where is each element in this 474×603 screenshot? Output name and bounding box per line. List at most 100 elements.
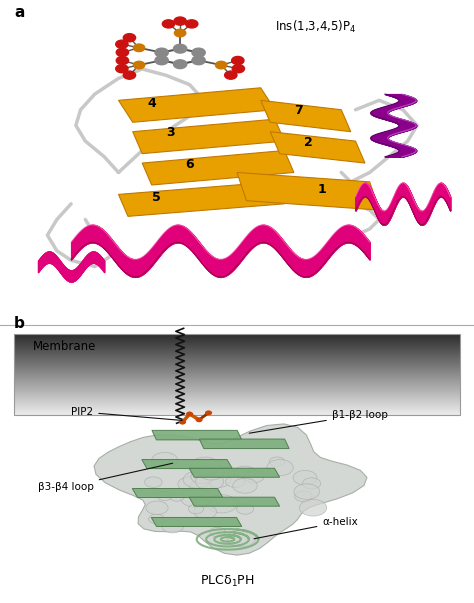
Bar	[14, 399, 460, 400]
Polygon shape	[133, 119, 284, 154]
Bar	[14, 413, 460, 414]
Bar	[14, 384, 460, 385]
Circle shape	[210, 527, 225, 537]
Circle shape	[196, 418, 202, 421]
Bar	[14, 341, 460, 342]
Bar	[14, 376, 460, 377]
Circle shape	[123, 34, 136, 42]
Circle shape	[194, 505, 217, 519]
Circle shape	[302, 478, 321, 489]
Bar	[14, 386, 460, 387]
Bar	[14, 368, 460, 369]
Circle shape	[183, 472, 211, 488]
Bar	[14, 392, 460, 393]
Text: PIP2: PIP2	[71, 407, 182, 420]
Circle shape	[174, 17, 186, 25]
Polygon shape	[94, 424, 367, 555]
Text: 1: 1	[318, 183, 327, 196]
Circle shape	[293, 470, 317, 485]
Bar	[14, 377, 460, 379]
Bar	[14, 334, 460, 415]
Bar	[14, 363, 460, 364]
Text: 7: 7	[294, 104, 303, 118]
Text: 5: 5	[152, 191, 161, 204]
Bar	[14, 345, 460, 346]
Bar	[14, 364, 460, 365]
Text: 6: 6	[185, 158, 194, 171]
Circle shape	[152, 452, 178, 469]
Bar	[14, 346, 460, 347]
Circle shape	[295, 491, 312, 502]
Bar	[14, 351, 460, 352]
Bar	[14, 350, 460, 351]
Circle shape	[173, 60, 187, 69]
Circle shape	[267, 459, 293, 476]
Circle shape	[191, 457, 219, 475]
Polygon shape	[151, 517, 242, 526]
Polygon shape	[237, 172, 379, 210]
Bar	[14, 370, 460, 371]
Polygon shape	[189, 469, 280, 477]
Circle shape	[180, 420, 185, 424]
Text: Ins(1,3,4,5)P$_4$: Ins(1,3,4,5)P$_4$	[275, 19, 356, 35]
Circle shape	[162, 520, 183, 533]
Circle shape	[170, 492, 184, 501]
Bar	[14, 374, 460, 375]
Bar	[14, 414, 460, 415]
Bar	[14, 352, 460, 353]
Bar	[14, 407, 460, 408]
Text: a: a	[14, 5, 25, 20]
Circle shape	[149, 514, 164, 524]
Polygon shape	[132, 488, 223, 497]
Circle shape	[294, 484, 319, 499]
Polygon shape	[200, 439, 289, 449]
Polygon shape	[270, 131, 365, 163]
Circle shape	[116, 48, 128, 57]
Bar	[14, 344, 460, 345]
Bar	[14, 337, 460, 338]
Bar	[14, 358, 460, 359]
Bar	[14, 411, 460, 412]
Circle shape	[145, 477, 162, 487]
Circle shape	[187, 412, 192, 415]
Bar	[14, 349, 460, 350]
Polygon shape	[118, 88, 275, 122]
Bar	[14, 336, 460, 337]
Polygon shape	[189, 497, 280, 506]
Bar	[14, 347, 460, 348]
Bar	[14, 381, 460, 382]
Polygon shape	[142, 459, 232, 469]
Bar	[14, 408, 460, 409]
Circle shape	[300, 499, 327, 516]
Bar	[14, 382, 460, 383]
Bar	[14, 387, 460, 388]
Circle shape	[133, 44, 145, 52]
Text: 2: 2	[304, 136, 312, 149]
Circle shape	[226, 476, 245, 488]
Circle shape	[123, 71, 136, 79]
Circle shape	[244, 470, 264, 483]
Bar	[14, 355, 460, 356]
Circle shape	[232, 65, 245, 73]
Circle shape	[194, 499, 210, 508]
Circle shape	[173, 44, 187, 53]
Circle shape	[195, 473, 224, 490]
Text: β3-β4 loop: β3-β4 loop	[38, 463, 173, 492]
Bar	[14, 342, 460, 343]
Circle shape	[192, 56, 205, 65]
Circle shape	[181, 489, 210, 507]
Bar	[14, 397, 460, 398]
Circle shape	[269, 457, 285, 466]
Bar	[14, 373, 460, 374]
Bar	[14, 361, 460, 362]
Text: β1-β2 loop: β1-β2 loop	[249, 410, 388, 433]
Circle shape	[116, 40, 128, 48]
Bar	[14, 402, 460, 403]
Bar	[14, 357, 460, 358]
Polygon shape	[261, 100, 351, 131]
Text: b: b	[14, 317, 25, 332]
Bar	[14, 371, 460, 372]
Bar	[14, 353, 460, 354]
Polygon shape	[118, 182, 284, 216]
Text: Membrane: Membrane	[33, 339, 97, 353]
